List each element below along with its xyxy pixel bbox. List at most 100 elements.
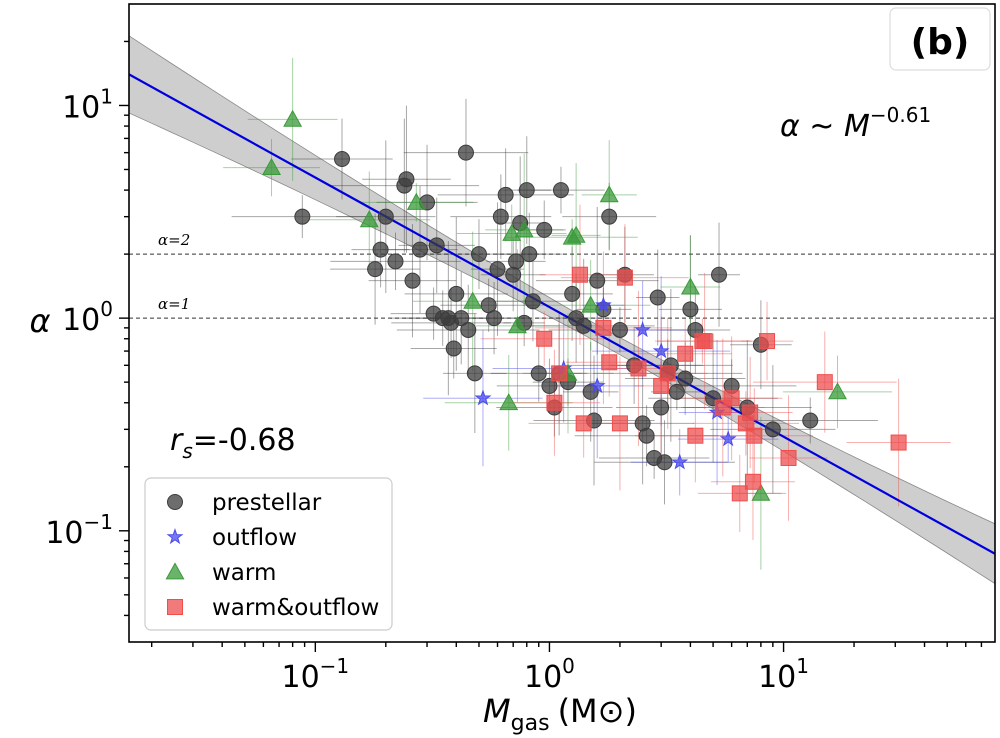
warm-point [262, 158, 282, 176]
x-tick-label: 10−1 [281, 654, 349, 695]
warm-point [499, 393, 519, 411]
warm-point [507, 316, 527, 334]
prestellar-point [448, 285, 465, 302]
prestellar-point [524, 293, 541, 310]
fit-equation-exponent: −0.61 [870, 103, 931, 127]
prestellar-point [453, 310, 470, 327]
prestellar-point [489, 261, 506, 278]
prestellar-point [541, 377, 558, 394]
prestellar-point [682, 301, 699, 318]
warm-outflow-point [601, 354, 618, 371]
prestellar-point [377, 208, 394, 225]
plot-frame [128, 3, 996, 643]
prestellar-point [589, 272, 606, 289]
outflow-point [588, 377, 606, 394]
legend-label: prestellar [212, 490, 322, 516]
warm-outflow-point [746, 427, 763, 444]
prestellar-point [492, 208, 509, 225]
fit-equation: α ~ M−0.61 [780, 103, 931, 144]
prestellar-point [601, 208, 618, 225]
legend: prestellar outflow warm warm&outflow [144, 477, 393, 631]
axis-ticks: 10−1 100 101 10−1 100 101 [45, 40, 983, 695]
correlation-value: =-0.68 [193, 423, 296, 458]
prestellar-point [404, 272, 421, 289]
warm-outflow-point [696, 333, 713, 350]
prestellar-point [466, 365, 483, 382]
x-axis-label-sub: gas [511, 711, 550, 736]
prestellar-point [508, 253, 525, 270]
x-axis-label: Mgas (M⊙) [483, 692, 637, 736]
legend-marker [165, 562, 185, 580]
prestellar-point [334, 151, 351, 168]
prestellar-point [653, 399, 670, 416]
warm-outflow-point [595, 319, 612, 336]
legend-marker [167, 494, 183, 510]
warm-outflow-point [687, 427, 704, 444]
warm-outflow-point [659, 365, 676, 382]
warm-point [680, 277, 700, 295]
warm-outflow-point [780, 449, 797, 466]
y-axis-label: α [29, 302, 50, 340]
prestellar-point [372, 241, 389, 258]
warm-point [514, 220, 534, 238]
prestellar-point [711, 266, 728, 283]
warm-outflow-point [571, 266, 588, 283]
warm-point [581, 295, 601, 313]
x-tick-label: 100 [524, 654, 575, 695]
warm-outflow-point [536, 330, 553, 347]
y-tick-label: 10−1 [45, 510, 113, 551]
fit-equation-base: α ~ M [780, 109, 870, 144]
y-tick-label: 100 [62, 297, 113, 338]
prestellar-point [564, 285, 581, 302]
warm-outflow-point [816, 374, 833, 391]
warm-outflow-point [546, 394, 563, 411]
prestellar-point [445, 340, 462, 357]
prestellar-point [764, 421, 781, 438]
reference-line-label: α=2 [158, 231, 190, 249]
prestellar-point [412, 241, 429, 258]
warm-point [406, 192, 426, 210]
prestellar-point [611, 321, 628, 338]
prestellar-point [497, 186, 514, 203]
prestellar-point [656, 454, 673, 471]
prestellar-point [575, 317, 592, 334]
panel-label-box: (b) [889, 7, 991, 71]
prestellar-point [387, 253, 404, 270]
correlation-label: rs=-0.68 [170, 423, 296, 463]
warm-point [283, 109, 303, 127]
prestellar-point [460, 321, 477, 338]
legend-box [144, 477, 393, 631]
prestellar-point [505, 266, 522, 283]
prestellar-point [367, 261, 384, 278]
warm-outflow-point [742, 404, 759, 421]
prestellar-point [457, 144, 474, 161]
warm-point [463, 291, 483, 309]
x-axis-label-main: M [483, 692, 511, 730]
warm-outflow-point [575, 415, 592, 432]
prestellar-point [649, 289, 666, 306]
correlation-subscript: s [182, 439, 192, 463]
plot-area: α=2 α=1 [129, 35, 995, 585]
prestellar-point [428, 237, 445, 254]
warm-point [566, 225, 586, 243]
warm-point [828, 382, 847, 400]
prestellar-point [638, 427, 655, 444]
outflow-point [474, 389, 492, 406]
reference-lines: α=2 α=1 [129, 231, 995, 319]
prestellar-point [530, 365, 547, 382]
legend-marker [167, 599, 183, 615]
outflow-point [652, 342, 670, 359]
legend-label: outflow [212, 525, 297, 551]
prestellar-point [294, 208, 311, 225]
warm-point [751, 483, 771, 501]
prestellar-point [677, 370, 694, 387]
prestellar-point [398, 171, 415, 188]
warm-outflow-point [630, 360, 647, 377]
outflow-point [594, 296, 612, 313]
prestellar-point [668, 383, 685, 400]
fit-line [129, 73, 995, 555]
prestellar-point [802, 412, 819, 429]
x-axis-label-unit: (M⊙) [558, 692, 637, 730]
warm-outflow-point [616, 269, 633, 286]
